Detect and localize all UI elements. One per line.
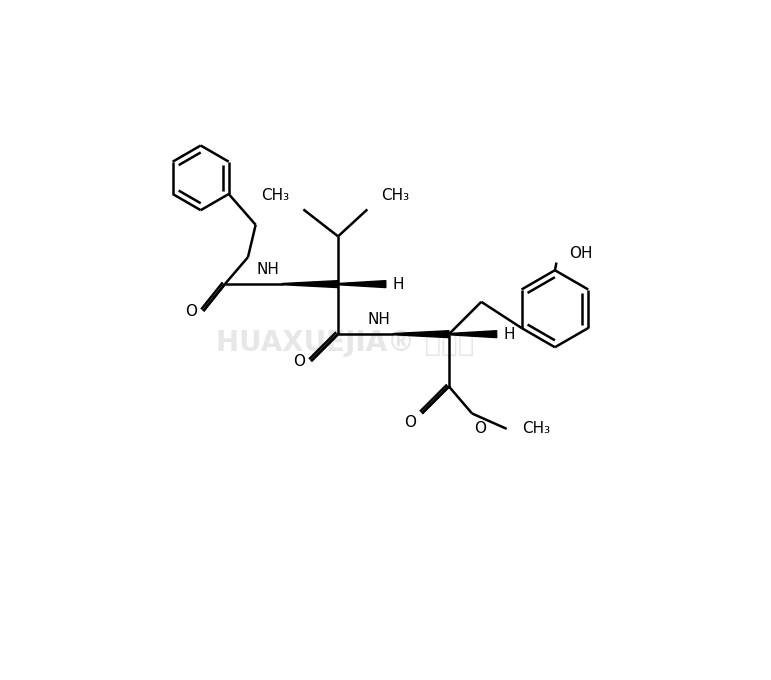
Text: OH: OH bbox=[569, 246, 592, 261]
Polygon shape bbox=[393, 330, 449, 338]
Text: O: O bbox=[185, 303, 197, 318]
Text: NH: NH bbox=[257, 262, 280, 277]
Text: CH₃: CH₃ bbox=[261, 188, 290, 203]
Text: O: O bbox=[404, 415, 416, 430]
Text: H: H bbox=[503, 326, 515, 341]
Polygon shape bbox=[449, 330, 497, 338]
Text: NH: NH bbox=[368, 312, 390, 327]
Text: H: H bbox=[392, 277, 404, 292]
Text: CH₃: CH₃ bbox=[522, 422, 550, 437]
Text: HUAXUEJIA® 化学加: HUAXUEJIA® 化学加 bbox=[216, 329, 474, 358]
Polygon shape bbox=[338, 281, 386, 288]
Text: O: O bbox=[474, 421, 487, 436]
Text: CH₃: CH₃ bbox=[381, 188, 409, 203]
Polygon shape bbox=[283, 281, 338, 288]
Text: O: O bbox=[293, 354, 305, 369]
